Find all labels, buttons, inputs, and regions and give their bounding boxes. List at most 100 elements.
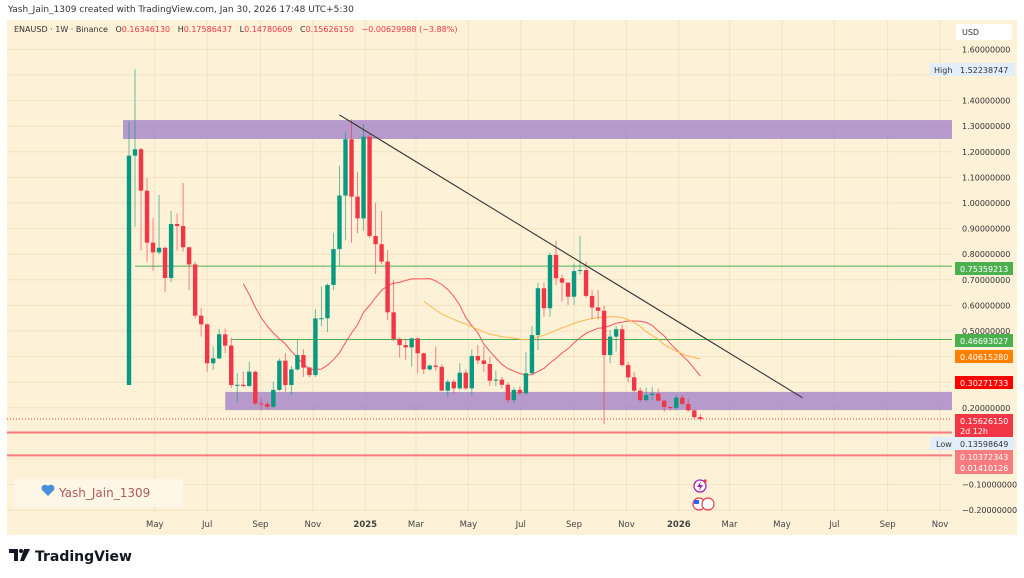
candle xyxy=(301,349,306,377)
candle xyxy=(174,213,180,251)
candle-body xyxy=(295,355,300,370)
high-label: H xyxy=(178,25,184,34)
time-axis[interactable]: May Jul Sep Nov 2025 Mar May Jul Sep Nov 2026 Mar Ma… xyxy=(146,520,948,530)
candle-body xyxy=(668,407,673,409)
candle xyxy=(433,346,438,371)
candle-body xyxy=(637,390,643,401)
time-tick-label: May xyxy=(460,520,478,530)
price-tick-label: 1.30000000 xyxy=(962,122,1010,131)
candle-body xyxy=(192,264,198,316)
candle xyxy=(427,364,432,371)
candle-body xyxy=(385,261,390,313)
candle-body xyxy=(439,366,444,391)
ma-fast-label: 0.30271733 xyxy=(955,376,1013,389)
candle xyxy=(674,395,679,411)
candle xyxy=(343,131,348,241)
support-resistance-zone[interactable] xyxy=(225,391,955,411)
event-icons[interactable] xyxy=(692,479,715,511)
candle-body xyxy=(559,278,565,283)
chart-panel[interactable] xyxy=(7,20,1017,535)
candle xyxy=(457,363,462,390)
candle xyxy=(535,282,541,350)
candle xyxy=(680,395,685,406)
sma-20-line xyxy=(242,277,701,377)
candle-body xyxy=(565,282,571,297)
flag-canton-icon xyxy=(694,500,699,504)
candle xyxy=(217,328,222,360)
candle xyxy=(607,329,613,364)
trendline[interactable] xyxy=(339,114,803,399)
candle-body xyxy=(301,355,306,368)
tradingview-logo[interactable]: TradingView xyxy=(9,549,132,565)
low-tag: Low xyxy=(936,440,952,449)
candle xyxy=(463,369,468,390)
candle-body xyxy=(259,403,264,405)
candle xyxy=(138,147,144,251)
candle xyxy=(144,177,150,262)
high-value-label: 1.52238747 xyxy=(960,66,1008,75)
candle xyxy=(385,250,390,320)
us-flag-event-icon-2[interactable] xyxy=(701,497,715,511)
candle xyxy=(577,236,583,275)
candle-body xyxy=(680,397,685,404)
candle-body xyxy=(204,324,210,364)
zones[interactable] xyxy=(122,120,955,411)
candle xyxy=(379,210,384,265)
candle-body xyxy=(451,381,456,389)
time-tick-label: May xyxy=(146,520,164,530)
high-marker: High 1.52238747 xyxy=(930,63,1015,76)
candle-body xyxy=(319,318,324,320)
candle xyxy=(253,370,258,405)
candle xyxy=(631,371,637,393)
candle-body xyxy=(481,360,487,365)
currency-button[interactable] xyxy=(956,24,1012,40)
price-tick-label: 0.80000000 xyxy=(962,250,1010,259)
candle xyxy=(583,261,589,298)
candle xyxy=(547,252,553,317)
candle xyxy=(319,286,324,326)
candle-body xyxy=(168,223,174,279)
candle-body xyxy=(265,403,270,407)
candle xyxy=(373,202,378,274)
price-tick-label: 0.50000000 xyxy=(962,327,1010,336)
candle-body xyxy=(415,338,420,354)
candle xyxy=(168,210,174,283)
horizontal-lines[interactable] xyxy=(7,265,952,457)
lightning-glyph-icon xyxy=(697,481,703,491)
candle-body xyxy=(180,226,186,248)
bar-countdown: 2d 12h xyxy=(960,427,988,436)
candle xyxy=(613,325,619,352)
candle xyxy=(571,263,577,305)
support-resistance-zone[interactable] xyxy=(122,120,955,139)
time-tick-label: Nov xyxy=(618,520,635,530)
candle-body xyxy=(307,367,312,376)
candle-body xyxy=(138,149,144,191)
candle-body xyxy=(313,318,318,376)
ohlc-legend: ENAUSD · 1W · Binance O0.16346130 H0.175… xyxy=(14,25,457,34)
candle xyxy=(271,381,276,408)
time-tick-label: Jul xyxy=(828,520,839,530)
candle xyxy=(186,246,192,291)
candle xyxy=(692,409,697,419)
candle xyxy=(668,406,673,411)
candle xyxy=(625,361,631,383)
candle xyxy=(331,232,336,291)
candle xyxy=(198,307,204,337)
candle-body xyxy=(337,195,342,250)
candle xyxy=(204,323,210,372)
candle-body xyxy=(656,393,661,401)
time-tick-label: Mar xyxy=(408,520,425,530)
price-tick-label: 1.20000000 xyxy=(962,148,1010,157)
time-tick-label: Sep xyxy=(252,520,268,530)
candle xyxy=(355,171,360,234)
candle xyxy=(644,387,649,402)
candle xyxy=(349,119,354,243)
candle xyxy=(541,282,547,317)
candle xyxy=(445,379,450,397)
candle-body xyxy=(277,360,282,390)
candle xyxy=(686,398,691,412)
price-tick-label: −0.10000000 xyxy=(962,481,1017,490)
time-tick-label: Sep xyxy=(880,520,896,530)
candle xyxy=(415,337,420,374)
